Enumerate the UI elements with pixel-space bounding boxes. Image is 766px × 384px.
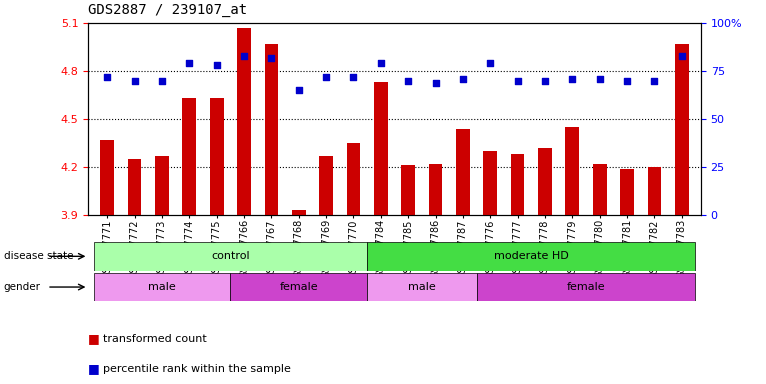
Bar [93, 242, 367, 271]
Bar [483, 151, 497, 215]
Point [320, 74, 332, 80]
Point [211, 62, 223, 68]
Point [538, 78, 551, 84]
Bar [100, 140, 114, 215]
Text: transformed count: transformed count [103, 334, 207, 344]
Bar [93, 273, 231, 301]
Point [375, 60, 387, 66]
Bar [374, 82, 388, 215]
Point [621, 78, 633, 84]
Bar [237, 28, 250, 215]
Point [238, 53, 250, 59]
Bar [429, 164, 443, 215]
Point [101, 74, 113, 80]
Point [512, 78, 524, 84]
Bar [565, 127, 579, 215]
Text: percentile rank within the sample: percentile rank within the sample [103, 364, 291, 374]
Bar [155, 156, 169, 215]
Point [430, 79, 442, 86]
Text: male: male [148, 282, 176, 292]
Point [347, 74, 359, 80]
Point [594, 76, 606, 82]
Point [676, 53, 688, 59]
Text: ■: ■ [88, 362, 100, 376]
Point [129, 78, 141, 84]
Bar [210, 98, 224, 215]
Text: female: female [567, 282, 605, 292]
Point [183, 60, 195, 66]
Bar [476, 273, 696, 301]
Point [484, 60, 496, 66]
Bar [647, 167, 661, 215]
Point [457, 76, 469, 82]
Bar [511, 154, 525, 215]
Bar [456, 129, 470, 215]
Bar [367, 273, 476, 301]
Point [155, 78, 168, 84]
Point [293, 87, 305, 93]
Text: disease state: disease state [4, 251, 74, 262]
Point [402, 78, 414, 84]
Bar [292, 210, 306, 215]
Bar [620, 169, 634, 215]
Bar [675, 44, 689, 215]
Bar [401, 166, 415, 215]
Bar [593, 164, 607, 215]
Bar [538, 148, 552, 215]
Bar [231, 273, 367, 301]
Text: GDS2887 / 239107_at: GDS2887 / 239107_at [88, 3, 247, 17]
Text: gender: gender [4, 282, 41, 292]
Bar [346, 143, 360, 215]
Text: control: control [211, 251, 250, 262]
Text: moderate HD: moderate HD [494, 251, 568, 262]
Point [648, 78, 660, 84]
Text: male: male [408, 282, 436, 292]
Bar [182, 98, 196, 215]
Text: ■: ■ [88, 332, 100, 345]
Bar [264, 44, 278, 215]
Bar [367, 242, 696, 271]
Point [566, 76, 578, 82]
Bar [128, 159, 142, 215]
Bar [319, 156, 333, 215]
Text: female: female [280, 282, 318, 292]
Point [265, 55, 277, 61]
